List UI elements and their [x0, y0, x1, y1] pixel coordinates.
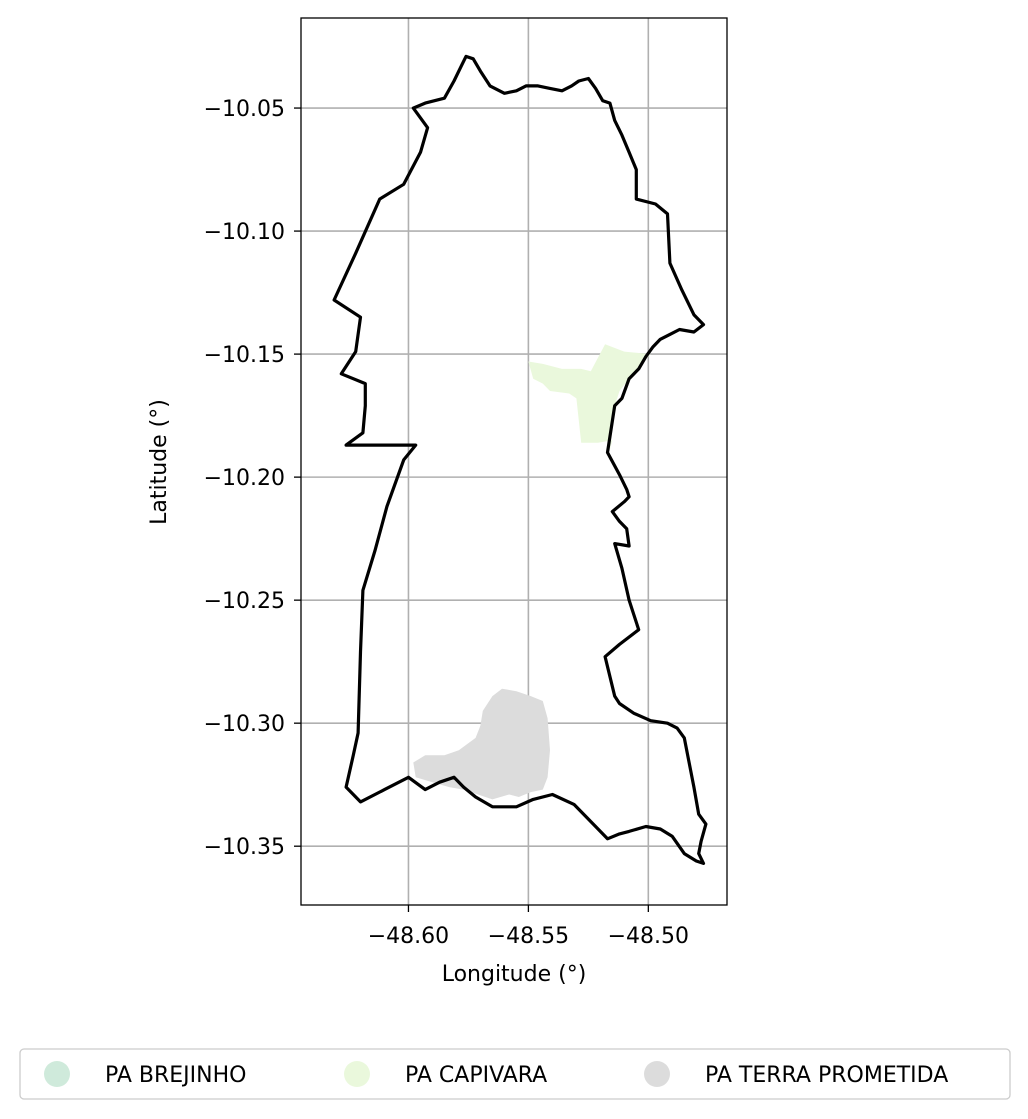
axes-frame: [300, 17, 728, 906]
y-axis-label: Latitude (°): [147, 399, 172, 525]
protected-areas-layer: [413, 344, 651, 800]
x-tick-label: −48.50: [608, 924, 689, 949]
y-axis-ticks: −10.05 −10.10 −10.15 −10.20 −10.25 −10.30 −10.…: [204, 97, 301, 860]
x-axis-label: Longitude (°): [442, 962, 587, 987]
y-tick-label: −10.15: [204, 343, 285, 368]
y-tick-label: −10.10: [204, 220, 285, 245]
legend-marker: [644, 1061, 670, 1087]
x-tick-label: −48.60: [368, 924, 449, 949]
legend-label: PA BREJINHO: [105, 1063, 246, 1088]
y-tick-label: −10.05: [204, 97, 285, 122]
municipality-boundary: [332, 54, 708, 865]
legend-label: PA TERRA PROMETIDA: [705, 1063, 948, 1088]
legend-frame: [19, 1048, 1011, 1100]
y-tick-label: −10.25: [204, 589, 285, 614]
y-tick-label: −10.20: [204, 466, 285, 491]
y-tick-label: −10.35: [204, 835, 285, 860]
y-tick-label: −10.30: [204, 712, 285, 737]
area-pa-terra-prometida: [413, 688, 550, 800]
x-axis-ticks: −48.60 −48.55 −48.50: [368, 905, 689, 949]
legend: PA BREJINHO PA CAPIVARA PA TERRA PROMETIDA: [19, 1048, 1011, 1100]
area-pa-capivara: [528, 344, 651, 451]
legend-label: PA CAPIVARA: [405, 1063, 547, 1088]
x-tick-label: −48.55: [488, 924, 569, 949]
legend-marker: [44, 1061, 70, 1087]
legend-marker: [344, 1061, 370, 1087]
